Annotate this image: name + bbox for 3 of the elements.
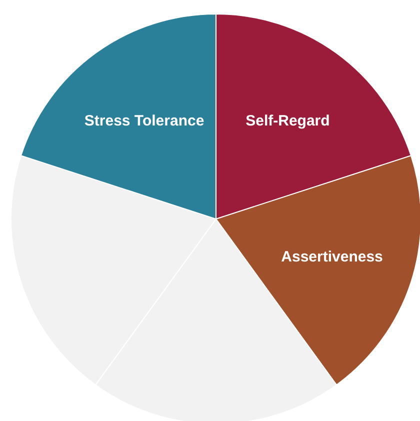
slice-label: Stress Tolerance xyxy=(84,112,204,130)
slice-label: Assertiveness xyxy=(281,248,383,266)
slice-label: Self-Regard xyxy=(246,112,330,130)
